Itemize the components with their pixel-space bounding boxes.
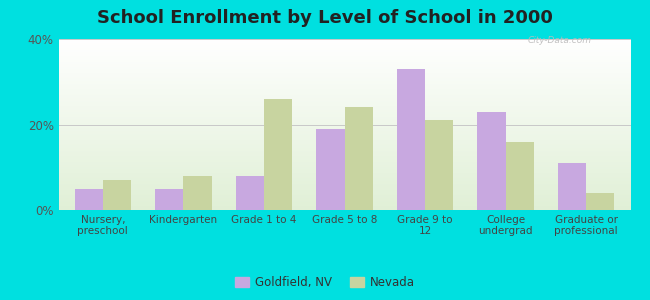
Text: City-Data.com: City-Data.com: [528, 36, 592, 45]
Bar: [75, 189, 103, 210]
Bar: [264, 99, 292, 210]
Bar: [506, 142, 534, 210]
Bar: [103, 180, 131, 210]
Text: School Enrollment by Level of School in 2000: School Enrollment by Level of School in …: [97, 9, 553, 27]
Bar: [236, 176, 264, 210]
Bar: [478, 112, 506, 210]
Bar: [586, 193, 614, 210]
Bar: [344, 107, 372, 210]
Bar: [183, 176, 211, 210]
Bar: [317, 129, 345, 210]
Bar: [155, 189, 183, 210]
Bar: [425, 120, 453, 210]
Legend: Goldfield, NV, Nevada: Goldfield, NV, Nevada: [230, 272, 420, 294]
Bar: [558, 163, 586, 210]
Bar: [397, 69, 425, 210]
